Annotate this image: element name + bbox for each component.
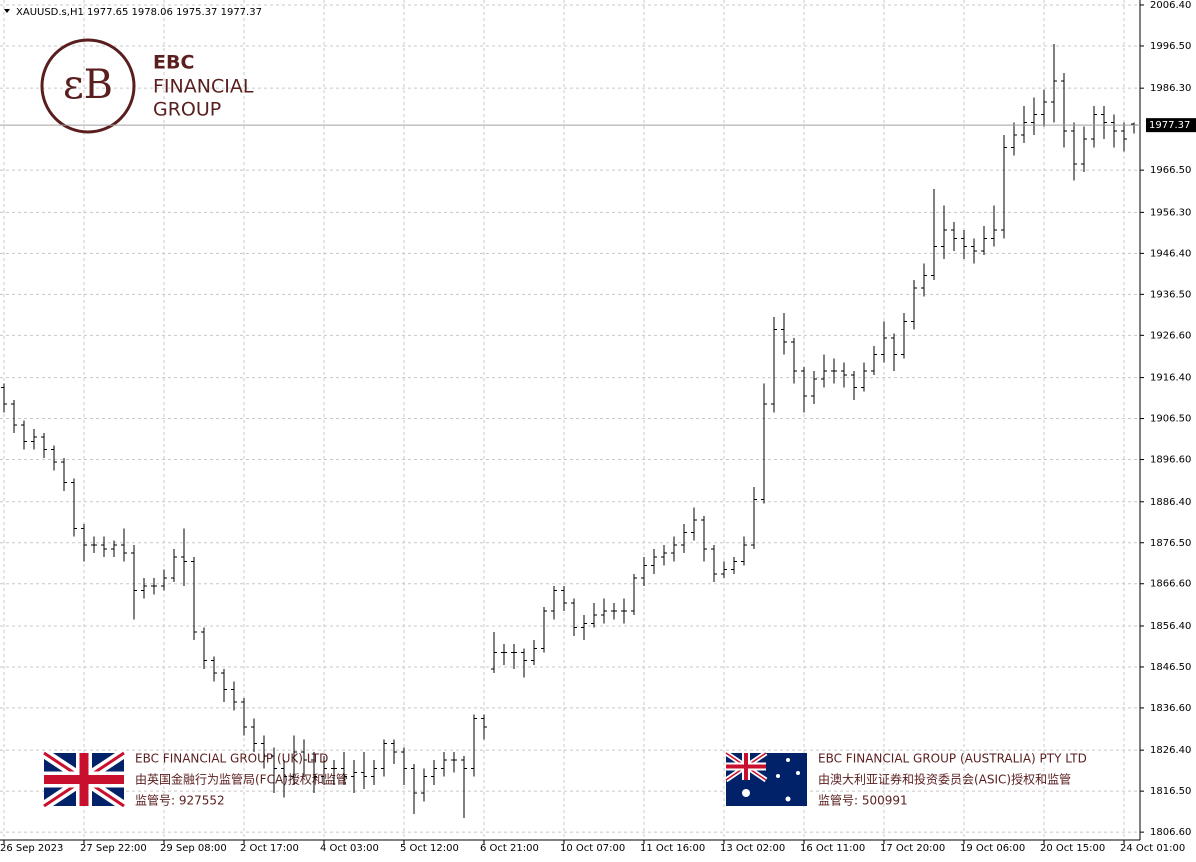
- y-tick-label: 1906.50: [1150, 414, 1191, 425]
- y-tick-label: 1876.50: [1150, 538, 1191, 549]
- license-text: 由澳大利亚证券和投资委员会(ASIC)授权和监管: [818, 772, 1071, 787]
- uk-flag: [41, 748, 127, 811]
- price-label: 1977.37: [1149, 120, 1190, 131]
- y-tick-label: 1866.60: [1150, 579, 1191, 590]
- x-tick-label: 20 Oct 15:00: [1040, 843, 1105, 854]
- x-tick-label: 26 Sep 2023: [0, 843, 63, 854]
- x-tick-label: 5 Oct 12:00: [400, 843, 459, 854]
- y-tick-label: 1826.40: [1150, 745, 1191, 756]
- price-label-box: [1146, 118, 1196, 133]
- license-name: EBC FINANCIAL GROUP (UK) LTD: [135, 752, 328, 766]
- y-tick-label: 1886.40: [1150, 497, 1191, 508]
- x-tick-label: 16 Oct 11:00: [800, 843, 865, 854]
- y-tick-label: 1966.50: [1150, 165, 1191, 176]
- y-tick-label: 1846.50: [1150, 662, 1191, 673]
- license-name: EBC FINANCIAL GROUP (AUSTRALIA) PTY LTD: [818, 752, 1087, 766]
- y-tick-label: 2006.40: [1150, 0, 1191, 11]
- x-tick-label: 6 Oct 21:00: [480, 843, 539, 854]
- menu-arrow[interactable]: [4, 9, 10, 13]
- logo-mark: ɛB: [63, 62, 113, 108]
- logo-text: EBC: [153, 52, 194, 74]
- x-tick-label: 19 Oct 06:00: [960, 843, 1025, 854]
- y-tick-label: 1956.30: [1150, 207, 1191, 218]
- x-tick-label: 2 Oct 17:00: [240, 843, 299, 854]
- y-tick-label: 1926.60: [1150, 330, 1191, 341]
- y-tick-label: 1916.40: [1150, 373, 1191, 384]
- x-tick-label: 13 Oct 02:00: [720, 843, 785, 854]
- y-tick-label: 1806.60: [1150, 827, 1191, 838]
- x-tick-label: 10 Oct 07:00: [560, 843, 625, 854]
- y-tick-label: 1996.50: [1150, 41, 1191, 52]
- x-tick-label: 11 Oct 16:00: [640, 843, 705, 854]
- y-tick-label: 1856.40: [1150, 621, 1191, 632]
- license-number: 监管号: 927552: [135, 793, 225, 808]
- logo-text: GROUP: [153, 99, 221, 121]
- license-number: 监管号: 500991: [818, 793, 908, 808]
- y-tick-label: 1986.30: [1150, 83, 1191, 94]
- y-tick-label: 1946.40: [1150, 248, 1191, 259]
- y-tick-label: 1896.60: [1150, 455, 1191, 466]
- logo-text: FINANCIAL: [153, 76, 254, 98]
- chart-title: XAUUSD.s,H1 1977.65 1978.06 1975.37 1977…: [16, 7, 262, 18]
- x-tick-label: 17 Oct 20:00: [880, 843, 945, 854]
- logo: ɛB EBC FINANCIAL GROUP: [40, 38, 254, 134]
- y-tick-label: 1816.50: [1150, 786, 1191, 797]
- au-flag: [724, 750, 807, 806]
- logo-ring: [40, 38, 136, 134]
- x-tick-label: 27 Sep 22:00: [80, 843, 147, 854]
- license-text: 由英国金融行为监管局(FCA)授权和监管: [135, 772, 348, 787]
- x-tick-label: 29 Sep 08:00: [160, 843, 227, 854]
- x-tick-label: 24 Oct 01:00: [1120, 843, 1185, 854]
- x-tick-label: 4 Oct 03:00: [320, 843, 379, 854]
- y-tick-label: 1936.50: [1150, 289, 1191, 300]
- y-tick-label: 1836.60: [1150, 703, 1191, 714]
